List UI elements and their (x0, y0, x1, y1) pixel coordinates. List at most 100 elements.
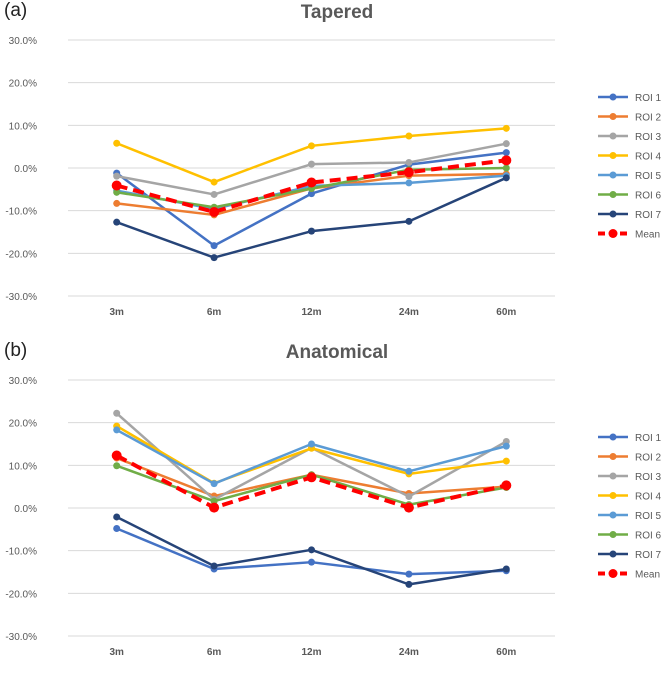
y-tick-label: -30.0% (5, 632, 37, 643)
data-point (210, 190, 218, 198)
data-point (210, 562, 218, 570)
data-point (113, 172, 121, 180)
data-point (405, 570, 413, 578)
data-point (405, 492, 413, 500)
y-tick-label: -10.0% (5, 207, 37, 218)
legend-marker (609, 453, 617, 460)
x-tick-label: 12m (301, 647, 321, 658)
legend-marker (609, 472, 617, 480)
y-tick-label: -20.0% (5, 249, 37, 260)
x-tick-label: 3m (109, 307, 124, 318)
data-point (502, 140, 510, 148)
data-point (405, 158, 413, 166)
legend-label: ROI 2 (635, 453, 662, 464)
data-point (308, 190, 315, 198)
data-point (405, 467, 413, 475)
legend-marker (609, 132, 617, 140)
legend-label: ROI 2 (635, 113, 662, 124)
tapered-chart-svg: Tapered -30.0% -20.0% -10.0% 0.0% 10.0% 20.0% 3… (5, 2, 662, 318)
chart-title: Anatomical (286, 342, 388, 363)
legend-marker (609, 492, 617, 499)
legend-label: ROI 7 (635, 210, 662, 221)
legend-marker (609, 171, 617, 179)
data-point (405, 179, 413, 187)
data-point (209, 206, 220, 217)
legend-label: ROI 6 (635, 191, 662, 202)
y-tick-label: 30.0% (9, 376, 37, 387)
x-tick-label: 24m (399, 647, 419, 658)
x-tick-label: 6m (207, 307, 222, 318)
x-tick-label: 60m (496, 307, 516, 318)
y-tick-label: 10.0% (9, 121, 37, 132)
x-tick-label: 3m (109, 647, 124, 658)
data-point (502, 149, 510, 157)
y-tick-label: 20.0% (9, 419, 37, 430)
legend-marker (609, 531, 617, 538)
data-point (111, 450, 122, 461)
data-point (405, 580, 413, 588)
data-point (502, 174, 510, 182)
legend-label: ROI 5 (635, 171, 662, 182)
chart-panel-anatomical: (b) Anatomical -30.0% -20.0% -10.0% 0.0% 10.0… (0, 340, 667, 678)
data-point (113, 513, 121, 521)
data-point (113, 409, 121, 417)
data-point (210, 242, 218, 250)
data-point (210, 480, 218, 488)
legend-marker (609, 433, 617, 441)
data-point (113, 199, 121, 207)
legend-marker (608, 229, 618, 238)
panel-label-b: (b) (4, 340, 28, 361)
y-tick-label: 10.0% (9, 461, 37, 472)
data-point (113, 218, 121, 226)
legend-marker (609, 210, 617, 218)
legend-label: ROI 6 (635, 531, 662, 542)
data-point (113, 462, 121, 470)
legend-label: ROI 5 (635, 511, 662, 522)
legend-label: ROI 1 (635, 433, 662, 444)
legend-marker (609, 93, 617, 101)
legend-label: Mean (635, 230, 660, 241)
data-point (501, 155, 512, 166)
data-point (502, 442, 510, 450)
data-point (501, 480, 512, 491)
x-tick-label: 24m (399, 307, 419, 318)
legend-label: ROI 4 (635, 492, 662, 503)
data-point (502, 164, 510, 172)
data-point (405, 132, 413, 140)
data-point (209, 502, 220, 513)
y-tick-label: 0.0% (14, 164, 37, 175)
data-point (405, 217, 413, 225)
chart-panel-tapered: (a) Tapered -30.0% -20.0% -10.0% 0.0% 10.0% 20… (0, 0, 667, 338)
chart-title: Tapered (301, 2, 374, 23)
legend-marker (609, 191, 617, 198)
data-point (113, 426, 121, 434)
legend-label: ROI 1 (635, 93, 662, 104)
legend-marker (609, 152, 617, 159)
data-point (308, 160, 315, 168)
data-point (308, 546, 315, 554)
data-point (308, 227, 315, 235)
y-tick-label: 30.0% (9, 36, 37, 47)
y-tick-label: -30.0% (5, 292, 37, 303)
y-tick-label: -20.0% (5, 589, 37, 600)
x-tick-label: 12m (301, 307, 321, 318)
legend-marker (609, 550, 617, 558)
y-tick-label: 0.0% (14, 504, 37, 515)
legend-label: ROI 3 (635, 472, 662, 483)
data-point (210, 178, 218, 186)
data-point (502, 124, 510, 132)
legend-label: ROI 4 (635, 152, 662, 163)
legend-marker (609, 113, 617, 120)
y-tick-label: -10.0% (5, 547, 37, 558)
data-point (111, 180, 122, 191)
data-point (308, 142, 315, 150)
data-point (502, 457, 510, 465)
data-point (210, 254, 218, 262)
legend-marker (608, 569, 618, 578)
data-point (308, 558, 315, 566)
data-point (502, 565, 510, 573)
y-tick-label: 20.0% (9, 79, 37, 90)
legend-label: ROI 7 (635, 550, 662, 561)
legend-marker (609, 511, 617, 519)
data-point (308, 440, 315, 448)
